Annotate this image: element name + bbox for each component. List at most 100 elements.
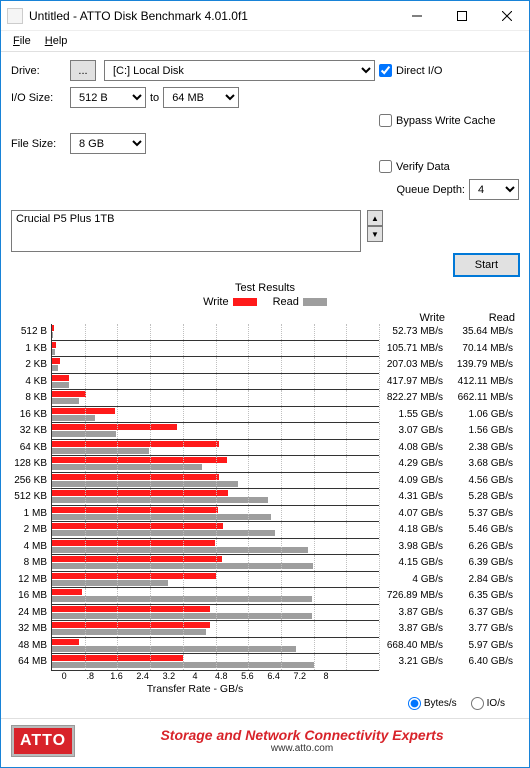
write-value: 4.18 GB/s — [379, 522, 449, 538]
y-label: 1 KB — [11, 341, 51, 357]
bypass-checkbox[interactable]: Bypass Write Cache — [379, 114, 519, 127]
chart-row — [51, 522, 379, 539]
y-label: 32 KB — [11, 423, 51, 439]
write-value: 3.87 GB/s — [379, 605, 449, 621]
write-value: 4.15 GB/s — [379, 555, 449, 571]
y-label: 2 KB — [11, 357, 51, 373]
read-value: 662.11 MB/s — [449, 390, 519, 406]
y-label: 4 KB — [11, 374, 51, 390]
write-value: 3.98 GB/s — [379, 539, 449, 555]
titlebar: Untitled - ATTO Disk Benchmark 4.01.0f1 — [1, 1, 529, 31]
y-label: 16 MB — [11, 588, 51, 604]
y-label: 64 MB — [11, 654, 51, 670]
y-label: 8 KB — [11, 390, 51, 406]
write-value: 52.73 MB/s — [379, 324, 449, 340]
verify-checkbox[interactable]: Verify Data — [379, 160, 519, 173]
footer: ATTO Storage and Network Connectivity Ex… — [1, 718, 529, 767]
iosize-to-label: to — [150, 92, 159, 104]
queue-depth-label: Queue Depth: — [397, 184, 466, 196]
y-label: 512 B — [11, 324, 51, 340]
start-button[interactable]: Start — [454, 254, 519, 276]
direct-io-checkbox[interactable]: Direct I/O — [379, 64, 519, 77]
chart-row — [51, 539, 379, 556]
write-value: 417.97 MB/s — [379, 374, 449, 390]
maximize-button[interactable] — [439, 1, 484, 30]
y-label: 48 MB — [11, 638, 51, 654]
read-value: 5.37 GB/s — [449, 506, 519, 522]
read-value: 3.77 GB/s — [449, 621, 519, 637]
description-down-button[interactable]: ▼ — [367, 226, 383, 242]
read-value: 5.28 GB/s — [449, 489, 519, 505]
chart-row — [51, 456, 379, 473]
units-radio-group: Bytes/s IO/s — [11, 695, 519, 714]
read-value: 6.37 GB/s — [449, 605, 519, 621]
atto-logo: ATTO — [11, 725, 75, 757]
read-value: 6.39 GB/s — [449, 555, 519, 571]
chart-row — [51, 621, 379, 638]
read-value: 5.46 GB/s — [449, 522, 519, 538]
y-label: 32 MB — [11, 621, 51, 637]
filesize-label: File Size: — [11, 138, 66, 150]
read-value: 1.56 GB/s — [449, 423, 519, 439]
app-window: Untitled - ATTO Disk Benchmark 4.01.0f1 … — [0, 0, 530, 768]
drive-label: Drive: — [11, 65, 66, 77]
iosize-to-select[interactable]: 64 MB — [163, 87, 239, 108]
menu-help[interactable]: Help — [39, 33, 74, 49]
write-value: 3.21 GB/s — [379, 654, 449, 670]
col-read-header: Read — [449, 312, 519, 324]
y-label: 24 MB — [11, 605, 51, 621]
write-value: 4.31 GB/s — [379, 489, 449, 505]
results-panel: Test Results Write Read Write Read 512 B… — [1, 280, 529, 718]
write-value: 726.89 MB/s — [379, 588, 449, 604]
chart-row — [51, 654, 379, 671]
write-value: 4.08 GB/s — [379, 440, 449, 456]
iosize-from-select[interactable]: 512 B — [70, 87, 146, 108]
y-label: 256 KB — [11, 473, 51, 489]
legend-read-swatch — [303, 298, 327, 306]
legend-write-label: Write — [203, 296, 228, 308]
chart-row — [51, 605, 379, 622]
read-value: 412.11 MB/s — [449, 374, 519, 390]
y-label: 512 KB — [11, 489, 51, 505]
write-value: 3.07 GB/s — [379, 423, 449, 439]
minimize-button[interactable] — [394, 1, 439, 30]
y-label: 12 MB — [11, 572, 51, 588]
menubar: File Help — [1, 31, 529, 52]
write-value: 207.03 MB/s — [379, 357, 449, 373]
y-label: 2 MB — [11, 522, 51, 538]
write-value: 4.07 GB/s — [379, 506, 449, 522]
menu-file[interactable]: File — [7, 33, 37, 49]
queue-depth-select[interactable]: 4 — [469, 179, 519, 200]
y-label: 64 KB — [11, 440, 51, 456]
read-value: 5.97 GB/s — [449, 638, 519, 654]
queue-depth-row: Queue Depth: 4 — [379, 179, 519, 200]
chart-row — [51, 357, 379, 374]
chart-row — [51, 341, 379, 358]
y-label: 4 MB — [11, 539, 51, 555]
description-input[interactable] — [11, 210, 361, 252]
config-form: Drive: ... [C:] Local Disk Direct I/O I/… — [1, 52, 529, 206]
write-value: 4.29 GB/s — [379, 456, 449, 472]
units-bytes-radio[interactable]: Bytes/s — [408, 697, 457, 710]
chart-row — [51, 423, 379, 440]
filesize-select[interactable]: 8 GB — [70, 133, 146, 154]
chart-row — [51, 588, 379, 605]
chart-row — [51, 506, 379, 523]
y-label: 128 KB — [11, 456, 51, 472]
drive-select[interactable]: [C:] Local Disk — [104, 60, 375, 81]
write-value: 1.55 GB/s — [379, 407, 449, 423]
x-axis-ticks: 0.81.62.43.244.85.66.47.28 — [51, 671, 339, 681]
write-value: 4 GB/s — [379, 572, 449, 588]
description-up-button[interactable]: ▲ — [367, 210, 383, 226]
units-io-radio[interactable]: IO/s — [471, 697, 505, 710]
chart-legend: Write Read — [11, 296, 519, 308]
chart-row — [51, 489, 379, 506]
close-button[interactable] — [484, 1, 529, 30]
drive-browse-button[interactable]: ... — [70, 60, 96, 81]
chart-row — [51, 555, 379, 572]
write-value: 3.87 GB/s — [379, 621, 449, 637]
y-label: 8 MB — [11, 555, 51, 571]
read-value: 35.64 MB/s — [449, 324, 519, 340]
results-title: Test Results — [11, 282, 519, 294]
read-value: 6.35 GB/s — [449, 588, 519, 604]
